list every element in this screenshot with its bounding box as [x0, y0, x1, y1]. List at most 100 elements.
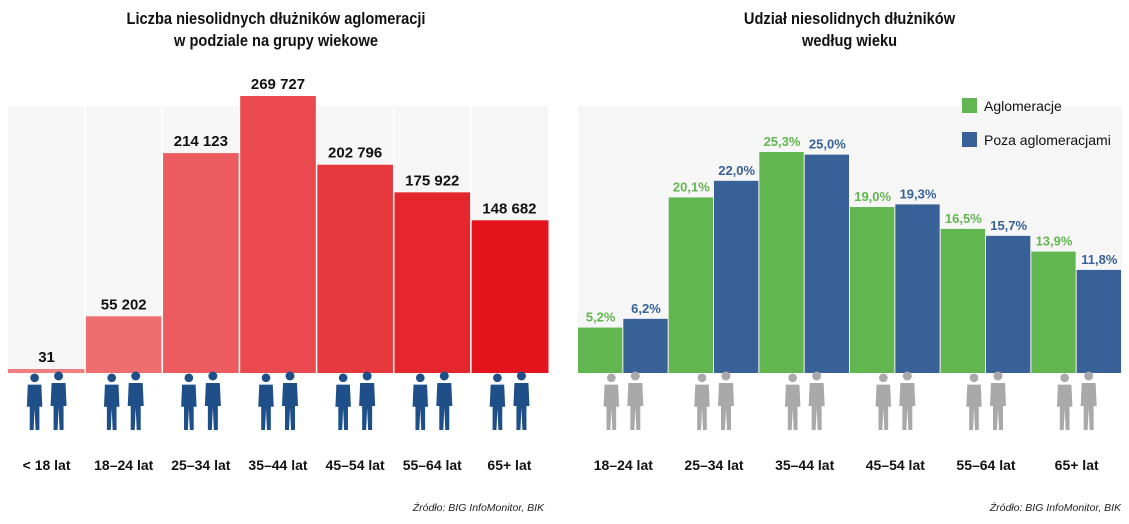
left-source-note: Źródło: BIG InfoMonitor, BIK	[412, 502, 544, 514]
person-icon-1b	[127, 371, 144, 430]
bar-s1-2	[804, 154, 849, 373]
bar-s1-4	[986, 235, 1031, 373]
bar-s0-5	[1031, 251, 1076, 373]
value-label-s1-1: 22,0%	[718, 163, 755, 178]
value-label-s1-0: 6,2%	[631, 301, 661, 316]
value-label-s1-5: 11,8%	[1081, 252, 1118, 267]
person-icon-6b	[513, 371, 530, 430]
left-category-labels: < 18 lat 18–24 lat 25–34 lat 35–44 lat 45–54…	[23, 457, 532, 473]
category-label-3: 35–44 lat	[248, 457, 307, 473]
person-icon-0b	[627, 371, 644, 430]
left-bar-chart: 31 55 202 214 123 269 727 202 796 175 922 148 …	[8, 76, 549, 473]
value-label-0: 31	[38, 349, 55, 366]
bar-s0-0	[578, 327, 623, 373]
bar-s1-0	[623, 318, 668, 373]
person-icon-4b	[990, 371, 1006, 430]
person-icon-5a	[1056, 373, 1073, 430]
left-title-line1: Liczba niesolidnych dłużników aglomeracj…	[126, 9, 426, 28]
bar-s0-3	[850, 207, 895, 373]
person-icon-5b	[1080, 371, 1097, 430]
bar-s0-1	[668, 197, 713, 373]
person-icon-3b	[282, 371, 298, 430]
value-label-s1-3: 19,3%	[900, 186, 937, 201]
person-icon-0a	[603, 373, 620, 430]
right-title-line2: według wieku	[801, 31, 898, 50]
category-label-0: < 18 lat	[23, 457, 71, 473]
right-chart-title: Udział niesolidnych dłużników według wie…	[609, 8, 1090, 52]
right-silhouettes	[603, 371, 1097, 430]
bar-6	[470, 220, 549, 373]
person-icon-4a	[966, 373, 982, 430]
category-label-0: 18–24 lat	[594, 457, 653, 473]
category-label-1: 18–24 lat	[94, 457, 153, 473]
value-label-6: 148 682	[482, 200, 536, 217]
category-label-3: 45–54 lat	[866, 457, 925, 473]
value-label-3: 269 727	[251, 76, 305, 93]
person-icon-3a	[875, 373, 892, 430]
left-silhouettes	[26, 371, 530, 430]
left-chart-title: Liczba niesolidnych dłużników aglomeracj…	[39, 8, 514, 52]
value-label-2: 214 123	[174, 133, 228, 150]
right-bars	[578, 152, 1121, 373]
person-icon-2b	[808, 371, 825, 430]
value-label-s0-5: 13,9%	[1036, 234, 1073, 249]
left-title-line2: w podziale na grupy wiekowe	[174, 31, 378, 50]
left-bars	[8, 91, 549, 373]
right-chart-panel: Udział niesolidnych dłużników według wie…	[570, 0, 1129, 524]
person-icon-3b	[899, 371, 916, 430]
bar-3	[239, 96, 318, 373]
value-label-s0-3: 19,0%	[854, 189, 891, 204]
value-label-s1-2: 25,0%	[809, 137, 846, 152]
bar-4	[316, 164, 395, 373]
category-label-2: 25–34 lat	[171, 457, 230, 473]
right-value-labels: 5,2% 20,1% 25,3% 19,0% 16,5% 13,9% 6,2% 22,0% 25…	[586, 134, 1118, 325]
bar-s1-1	[714, 180, 759, 373]
value-label-s0-4: 16,5%	[945, 211, 982, 226]
value-label-1: 55 202	[101, 296, 147, 313]
person-icon-2a	[181, 373, 197, 430]
bar-5	[393, 192, 472, 373]
left-value-labels: 31 55 202 214 123 269 727 202 796 175 922 148 …	[38, 76, 536, 366]
left-chart-panel: Liczba niesolidnych dłużników aglomeracj…	[0, 0, 552, 524]
value-label-4: 202 796	[328, 145, 382, 162]
right-grouped-bar-chart: 5,2% 20,1% 25,3% 19,0% 16,5% 13,9% 6,2% 22,0% 25…	[578, 98, 1122, 473]
person-icon-4b	[359, 371, 376, 430]
bar-s0-2	[759, 152, 804, 373]
category-label-4: 55–64 lat	[956, 457, 1015, 473]
value-label-s0-2: 25,3%	[764, 134, 801, 149]
person-icon-1a	[103, 373, 120, 430]
bar-s1-5	[1076, 269, 1121, 373]
category-label-5: 55–64 lat	[403, 457, 462, 473]
category-label-1: 25–34 lat	[684, 457, 743, 473]
legend-label-0: Aglomeracje	[984, 98, 1062, 114]
legend: Aglomeracje Poza aglomeracjami	[962, 98, 1111, 148]
person-icon-5a	[412, 373, 429, 430]
value-label-5: 175 922	[405, 172, 459, 189]
person-icon-5b	[436, 371, 453, 430]
value-label-s0-0: 5,2%	[586, 310, 616, 325]
person-icon-3a	[258, 373, 274, 430]
person-icon-2b	[204, 371, 221, 430]
value-label-s0-1: 20,1%	[673, 179, 710, 194]
category-label-4: 45–54 lat	[326, 457, 385, 473]
person-icon-4a	[335, 373, 351, 430]
category-label-5: 65+ lat	[1055, 457, 1099, 473]
value-label-s1-4: 15,7%	[990, 218, 1027, 233]
legend-swatch-1	[962, 132, 977, 147]
person-icon-6a	[489, 373, 506, 430]
bar-2	[162, 153, 240, 373]
bar-s0-4	[940, 228, 985, 373]
bar-s1-3	[895, 204, 940, 373]
person-icon-2a	[784, 373, 801, 430]
person-icon-0b	[50, 371, 67, 430]
person-icon-1a	[694, 373, 710, 430]
person-icon-0a	[26, 373, 43, 430]
person-icon-1b	[718, 371, 734, 430]
right-category-labels: 18–24 lat 25–34 lat 35–44 lat 45–54 lat 55–6…	[594, 457, 1099, 473]
bar-1	[85, 316, 163, 373]
category-label-2: 35–44 lat	[775, 457, 834, 473]
legend-swatch-0	[962, 98, 977, 113]
legend-label-1: Poza aglomeracjami	[984, 132, 1111, 148]
bar-0	[8, 369, 86, 373]
right-source-note: Źródło: BIG InfoMonitor, BIK	[989, 502, 1121, 514]
